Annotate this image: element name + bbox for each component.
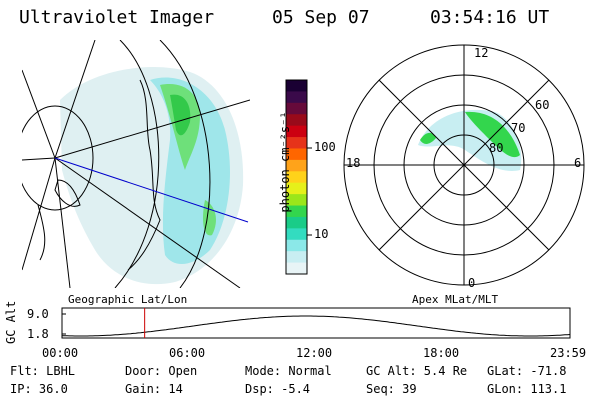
colorbar-segment (286, 251, 307, 264)
status-glon: GLon: 113.1 (487, 382, 567, 396)
geographic-label: Geographic Lat/Lon (68, 293, 188, 306)
colorbar-segment (286, 80, 307, 92)
colorbar-segment (286, 205, 307, 218)
status-flt: Flt: LBHL (10, 364, 76, 378)
colorbar-segment (286, 194, 307, 207)
colorbar-segment (286, 148, 307, 161)
status-dsp: Dsp: -5.4 (245, 382, 311, 396)
mlat-label-60: 60 (535, 98, 550, 112)
colorbar-segment (286, 125, 307, 138)
mlt-label-18: 18 (346, 156, 361, 170)
mlt-label-12: 12 (474, 46, 489, 60)
status-gain: Gain: 14 (125, 382, 183, 396)
status-seq: Seq: 39 (366, 382, 417, 396)
gc-alt-axis-label: GC Alt (4, 300, 18, 344)
alt-xtick-1: 06:00 (169, 346, 206, 360)
alt-xtick-2: 12:00 (296, 346, 333, 360)
colorbar-segment (286, 262, 307, 275)
colorbar-segment (286, 102, 307, 115)
colorbar-segment (286, 239, 307, 252)
mlat-label-80: 80 (489, 141, 504, 155)
alt-ytick-min: 1.8 (27, 327, 49, 341)
colorbar-segment (286, 91, 307, 104)
colorbar-segment (286, 182, 307, 195)
instrument-title: Ultraviolet Imager (19, 7, 215, 28)
colorbar-segment (286, 228, 307, 241)
status-ip: IP: 36.0 (10, 382, 68, 396)
colorbar-tick-10: 10 (314, 227, 329, 241)
time-label: 03:54:16 UT (430, 7, 550, 28)
alt-xtick-0: 00:00 (42, 346, 79, 360)
colorbar-segment (286, 137, 307, 149)
mlt-label-6: 6 (574, 156, 582, 170)
date-label: 05 Sep 07 (272, 7, 370, 28)
alt-ytick-max: 9.0 (27, 307, 49, 321)
mlat-label-70: 70 (511, 121, 526, 135)
colorbar-segment (286, 171, 307, 184)
status-gc-alt: GC Alt: 5.4 Re (366, 364, 468, 378)
colorbar-segment (286, 159, 307, 172)
apex-label: Apex MLat/MLT (412, 293, 499, 306)
colorbar-segment (286, 216, 307, 229)
alt-xtick-4: 23:59 (550, 346, 587, 360)
status-mode: Mode: Normal (245, 364, 332, 378)
status-door: Door: Open (125, 364, 198, 378)
colorbar-segment (286, 114, 307, 127)
status-glat: GLat: -71.8 (487, 364, 567, 378)
sun-direction-line (54, 157, 249, 223)
colorbar-tick-100: 100 (314, 140, 336, 154)
alt-xtick-3: 18:00 (423, 346, 460, 360)
mlt-label-0: 0 (468, 276, 476, 290)
